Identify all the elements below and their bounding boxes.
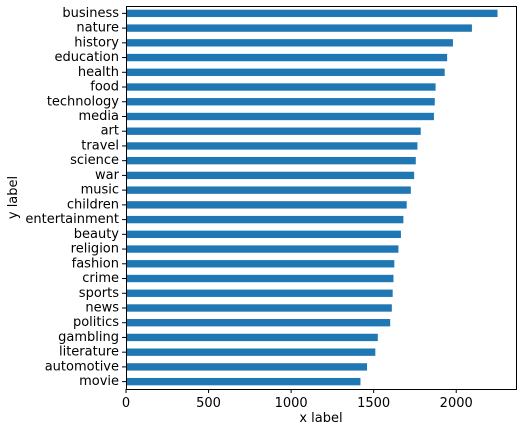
bar-literature	[126, 348, 376, 356]
bar-fashion	[126, 260, 395, 268]
y-tick-label: crime	[82, 271, 119, 286]
y-tick-label: food	[90, 80, 119, 95]
y-tick-label: science	[70, 153, 119, 168]
bar-crime	[126, 274, 394, 283]
y-tick-label: fashion	[72, 256, 119, 271]
bar-entertainment	[126, 215, 404, 224]
bar-sports	[126, 289, 393, 297]
bar-health	[126, 68, 445, 76]
bar-media	[126, 112, 434, 121]
y-tick-label: technology	[47, 94, 119, 109]
y-tick-label: movie	[79, 374, 119, 389]
x-tick-label: 2000	[440, 396, 473, 411]
bar-food	[126, 83, 436, 91]
bar-beauty	[126, 230, 401, 239]
bar-movie	[126, 377, 361, 386]
y-tick-labels: businessnaturehistoryeducationhealthfood…	[25, 6, 126, 389]
bar-art	[126, 127, 421, 135]
x-tick-label: 500	[196, 396, 221, 411]
bar-politics	[126, 319, 391, 327]
bar-education	[126, 53, 448, 62]
y-tick-label: education	[54, 50, 119, 65]
y-tick-label: gambling	[58, 330, 119, 345]
bar-war	[126, 171, 415, 180]
bar-religion	[126, 245, 399, 253]
y-tick-label: politics	[73, 315, 119, 330]
bar-automotive	[126, 363, 368, 371]
bar-nature	[126, 24, 472, 32]
y-tick-label: health	[78, 65, 119, 80]
bar-music	[126, 186, 411, 194]
x-tick-labels: 0 500 1000 1500 2000	[122, 389, 473, 411]
bar-history	[126, 39, 453, 47]
y-tick-label: news	[85, 300, 119, 315]
bar-technology	[126, 98, 435, 106]
y-tick-label: art	[101, 124, 119, 139]
x-tick-label: 1500	[357, 396, 390, 411]
bars-group	[126, 9, 498, 386]
y-tick-label: business	[62, 6, 119, 21]
y-tick-label: music	[81, 183, 119, 198]
x-tick-label: 0	[122, 396, 130, 411]
y-tick-label: sports	[79, 286, 119, 301]
x-tick-label: 1000	[275, 396, 308, 411]
y-tick-label: entertainment	[25, 212, 119, 227]
y-tick-label: automotive	[45, 359, 119, 374]
plot-frame	[126, 6, 517, 390]
y-tick-label: nature	[76, 21, 119, 36]
bar-science	[126, 156, 416, 165]
x-axis-label: x label	[299, 411, 342, 426]
y-tick-label: beauty	[74, 227, 120, 242]
bar-children	[126, 201, 407, 209]
y-tick-label: literature	[59, 345, 119, 360]
y-tick-label: travel	[81, 138, 119, 153]
bar-business	[126, 9, 498, 18]
y-tick-label: children	[67, 197, 119, 212]
y-axis-label: y label	[6, 176, 21, 219]
bar-travel	[126, 142, 418, 150]
y-tick-label: history	[74, 35, 119, 50]
y-tick-label: media	[79, 109, 120, 124]
y-tick-label: war	[95, 168, 120, 183]
y-tick-label: religion	[71, 242, 119, 257]
bar-gambling	[126, 333, 378, 342]
bar-news	[126, 304, 392, 312]
